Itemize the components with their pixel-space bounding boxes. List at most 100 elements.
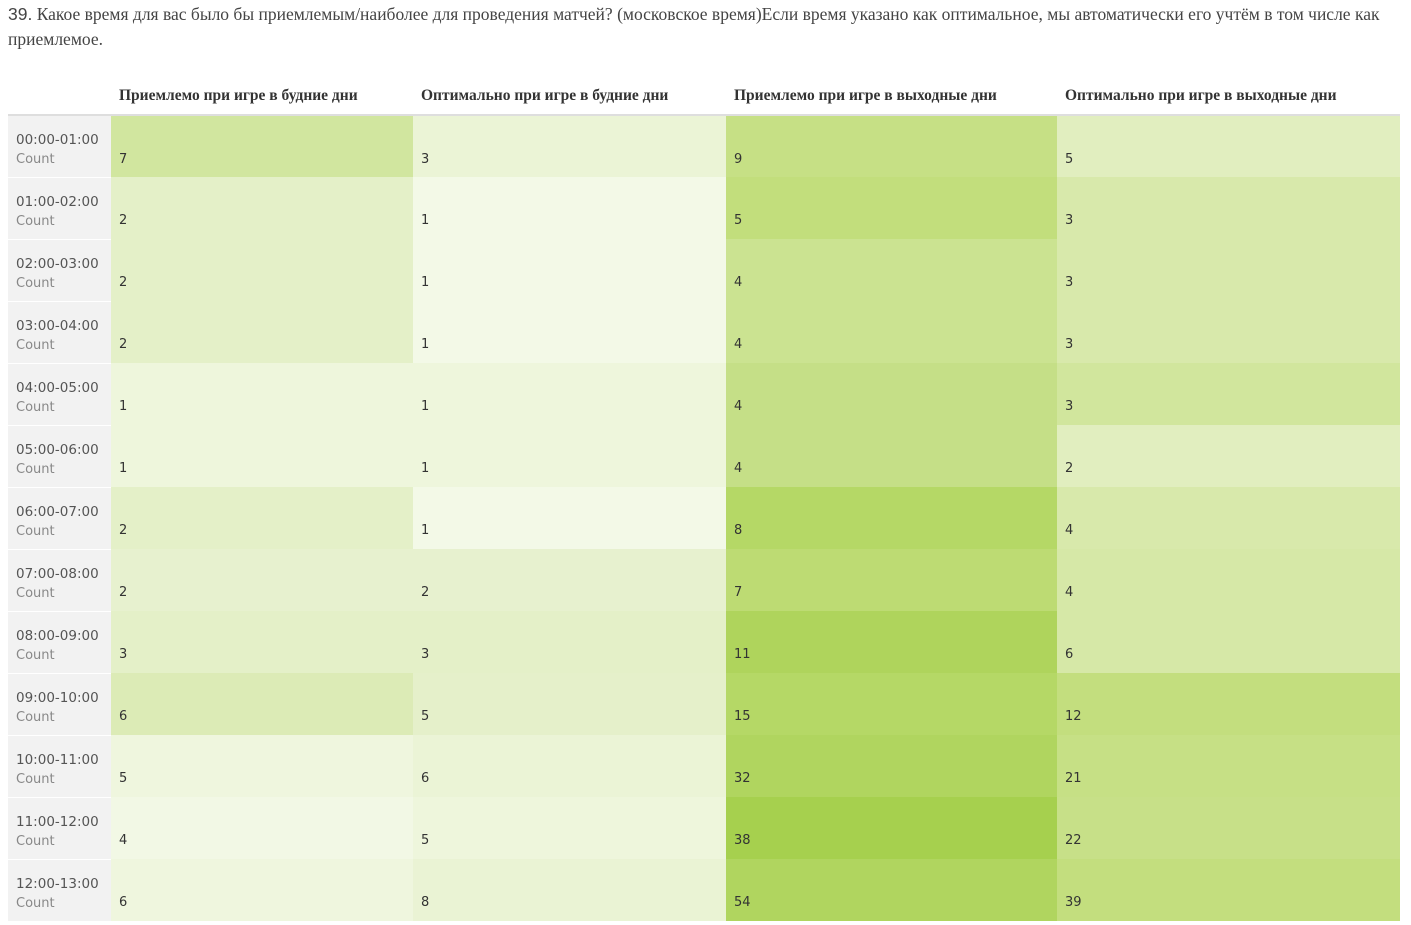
table-header-row: Приемлемо при игре в будние дни Оптималь… xyxy=(8,78,1400,116)
row-header: 03:00-04:00 Count xyxy=(8,300,111,363)
row-time-range: 10:00-11:00 xyxy=(16,751,99,768)
row-header: 01:00-02:00 Count xyxy=(8,176,111,239)
row-count-label: Count xyxy=(16,895,55,911)
table-cell: 6 xyxy=(111,859,413,921)
table-cell: 8 xyxy=(726,487,1057,549)
table-row: 09:00-10:00 Count 6 5 15 12 xyxy=(8,672,1400,735)
table-cell: 1 xyxy=(111,425,413,487)
column-header: Приемлемо при игре в будние дни xyxy=(111,78,413,116)
row-count-label: Count xyxy=(16,523,55,539)
table-row: 07:00-08:00 Count 2 2 7 4 xyxy=(8,548,1400,611)
table-cell: 4 xyxy=(726,425,1057,487)
row-time-range: 06:00-07:00 xyxy=(16,503,99,520)
table-cell: 21 xyxy=(1057,735,1400,797)
row-time-range: 12:00-13:00 xyxy=(16,875,99,892)
row-count-label: Count xyxy=(16,337,55,353)
table-row: 11:00-12:00 Count 4 5 38 22 xyxy=(8,796,1400,859)
table-cell: 2 xyxy=(111,301,413,363)
table-cell: 2 xyxy=(111,239,413,301)
table-cell: 3 xyxy=(1057,363,1400,425)
column-header: Оптимально при игре в будние дни xyxy=(413,78,726,116)
row-header: 06:00-07:00 Count xyxy=(8,486,111,549)
table-cell: 11 xyxy=(726,611,1057,673)
row-count-label: Count xyxy=(16,213,55,229)
table-cell: 2 xyxy=(413,549,726,611)
row-count-label: Count xyxy=(16,585,55,601)
table-row: 12:00-13:00 Count 6 8 54 39 xyxy=(8,858,1400,921)
question-title: 39. Какое время для вас было бы приемлем… xyxy=(8,2,1398,52)
table-cell: 1 xyxy=(413,487,726,549)
table-cell: 3 xyxy=(1057,177,1400,239)
column-header: Оптимально при игре в выходные дни xyxy=(1057,78,1400,116)
table-cell: 39 xyxy=(1057,859,1400,921)
row-header: 07:00-08:00 Count xyxy=(8,548,111,611)
table-cell: 4 xyxy=(726,363,1057,425)
table-cell: 3 xyxy=(1057,239,1400,301)
row-header: 10:00-11:00 Count xyxy=(8,734,111,797)
table-cell: 4 xyxy=(1057,487,1400,549)
table-cell: 8 xyxy=(413,859,726,921)
table-cell: 3 xyxy=(111,611,413,673)
table-row: 00:00-01:00 Count 7 3 9 5 xyxy=(8,115,1400,177)
row-header: 04:00-05:00 Count xyxy=(8,362,111,425)
row-count-label: Count xyxy=(16,152,55,167)
table-cell: 6 xyxy=(1057,611,1400,673)
table-cell: 1 xyxy=(413,301,726,363)
row-time-range: 01:00-02:00 xyxy=(16,193,99,210)
results-table: Приемлемо при игре в будние дни Оптималь… xyxy=(8,78,1400,921)
row-count-label: Count xyxy=(16,833,55,849)
row-header: 11:00-12:00 Count xyxy=(8,796,111,859)
table-cell: 2 xyxy=(111,549,413,611)
row-count-label: Count xyxy=(16,461,55,477)
table-cell: 12 xyxy=(1057,673,1400,735)
table-cell: 5 xyxy=(726,177,1057,239)
row-header: 02:00-03:00 Count xyxy=(8,238,111,301)
table-cell: 5 xyxy=(1057,115,1400,177)
row-count-label: Count xyxy=(16,647,55,663)
table-cell: 3 xyxy=(413,115,726,177)
header-corner xyxy=(8,78,111,116)
table-cell: 4 xyxy=(726,301,1057,363)
row-time-range: 07:00-08:00 xyxy=(16,565,99,582)
table-cell: 15 xyxy=(726,673,1057,735)
table-row: 10:00-11:00 Count 5 6 32 21 xyxy=(8,734,1400,797)
table-row: 02:00-03:00 Count 2 1 4 3 xyxy=(8,238,1400,301)
table-cell: 32 xyxy=(726,735,1057,797)
table-cell: 1 xyxy=(413,363,726,425)
row-count-label: Count xyxy=(16,771,55,787)
question-text: Какое время для вас было бы приемлемым/н… xyxy=(8,4,1380,49)
table-cell: 3 xyxy=(1057,301,1400,363)
table-cell: 5 xyxy=(413,673,726,735)
table-cell: 2 xyxy=(111,177,413,239)
row-count-label: Count xyxy=(16,399,55,415)
table-row: 01:00-02:00 Count 2 1 5 3 xyxy=(8,176,1400,239)
table-cell: 5 xyxy=(413,797,726,859)
table-cell: 9 xyxy=(726,115,1057,177)
table-cell: 2 xyxy=(111,487,413,549)
row-header: 00:00-01:00 Count xyxy=(8,115,111,177)
row-time-range: 05:00-06:00 xyxy=(16,441,99,458)
table-cell: 38 xyxy=(726,797,1057,859)
table-row: 04:00-05:00 Count 1 1 4 3 xyxy=(8,362,1400,425)
table-cell: 6 xyxy=(413,735,726,797)
column-header: Приемлемо при игре в выходные дни xyxy=(726,78,1057,116)
table-cell: 7 xyxy=(111,115,413,177)
table-cell: 4 xyxy=(111,797,413,859)
row-time-range: 09:00-10:00 xyxy=(16,689,99,706)
table-cell: 1 xyxy=(413,177,726,239)
row-header: 09:00-10:00 Count xyxy=(8,672,111,735)
table-body: 00:00-01:00 Count 7 3 9 5 01:00-02:00 Count 2 1 5 3… xyxy=(8,115,1400,921)
table-cell: 54 xyxy=(726,859,1057,921)
row-header: 12:00-13:00 Count xyxy=(8,858,111,921)
table-cell: 2 xyxy=(1057,425,1400,487)
row-time-range: 02:00-03:00 xyxy=(16,255,99,272)
table-cell: 22 xyxy=(1057,797,1400,859)
table-cell: 1 xyxy=(413,425,726,487)
row-time-range: 00:00-01:00 xyxy=(16,132,99,148)
table-row: 06:00-07:00 Count 2 1 8 4 xyxy=(8,486,1400,549)
table-cell: 5 xyxy=(111,735,413,797)
row-time-range: 08:00-09:00 xyxy=(16,627,99,644)
results-grid: Приемлемо при игре в будние дни Оптималь… xyxy=(8,78,1400,921)
table-cell: 1 xyxy=(111,363,413,425)
table-cell: 3 xyxy=(413,611,726,673)
